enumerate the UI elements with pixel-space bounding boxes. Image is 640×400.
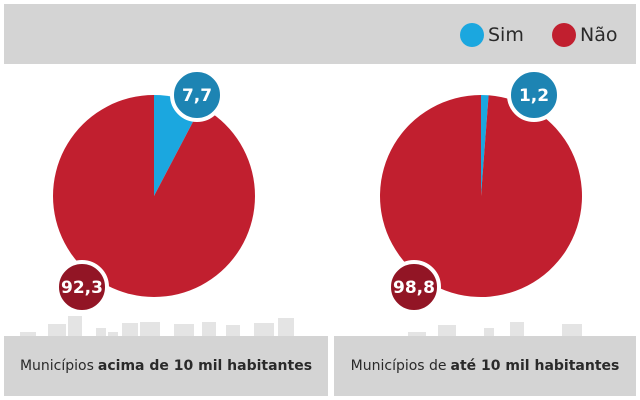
data-label-nao-0: 92,3 xyxy=(61,278,103,298)
legend-item-nao: Não xyxy=(552,22,617,48)
pie-chart-acima: 7,7 92,3 xyxy=(52,68,255,314)
legend-swatch-nao xyxy=(552,23,576,47)
pie-slice-sim-1 xyxy=(481,95,489,196)
legend-label-nao: Não xyxy=(580,24,618,46)
skyline-right-decoration xyxy=(408,322,582,336)
data-label-nao-1: 98,8 xyxy=(393,278,435,298)
caption-ate-bold: até 10 mil habitantes xyxy=(450,358,620,374)
data-badge-nao-0 xyxy=(55,260,109,314)
legend-item-sim: Sim xyxy=(460,22,524,48)
caption-ate-plain: Municípios de xyxy=(350,358,447,374)
caption-acima-bold: acima de 10 mil habitantes xyxy=(97,358,313,374)
data-badge-sim-0 xyxy=(170,68,224,122)
pie-slice-nao-0 xyxy=(52,95,255,297)
data-badge-sim-1 xyxy=(507,68,561,122)
data-label-sim-0: 7,7 xyxy=(182,86,212,106)
caption-ate: Municípios de até 10 mil habitantes xyxy=(334,336,636,396)
legend-swatch-sim xyxy=(460,23,484,47)
caption-acima: Municípios acima de 10 mil habitantes xyxy=(4,336,328,396)
caption-acima-plain: Municípios xyxy=(19,358,94,374)
legend-bar: Sim Não xyxy=(4,4,636,64)
data-badge-nao-1 xyxy=(387,260,441,314)
data-label-sim-1: 1,2 xyxy=(519,86,549,106)
pie-slice-nao-1 xyxy=(379,94,582,297)
skyline-left-decoration xyxy=(20,316,294,336)
pie-chart-ate: 1,2 98,8 xyxy=(379,68,582,314)
legend-label-sim: Sim xyxy=(488,24,524,46)
